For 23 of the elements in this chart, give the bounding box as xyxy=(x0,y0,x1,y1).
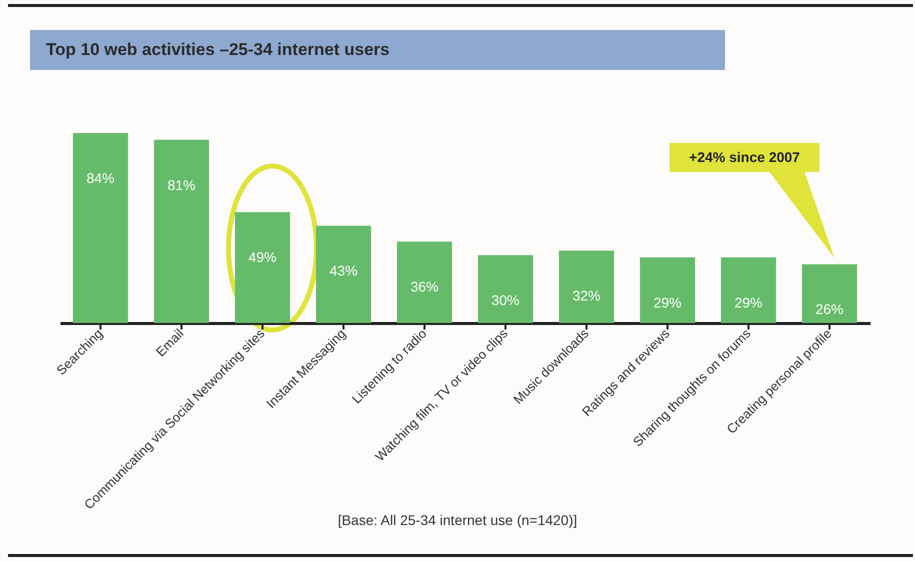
data-label: 26% xyxy=(815,301,844,318)
bar xyxy=(558,250,614,323)
data-label: 29% xyxy=(734,294,763,310)
bar xyxy=(720,257,776,323)
bar xyxy=(154,140,210,323)
data-label: 43% xyxy=(329,262,358,279)
text: [Base: All 25-34 internet use (n=1420)] xyxy=(336,512,578,528)
bar xyxy=(802,264,858,323)
data-label: 30% xyxy=(491,292,520,308)
data-label: 49% xyxy=(248,249,277,266)
bar xyxy=(72,133,128,323)
bar xyxy=(396,242,452,323)
chart-title: Top 10 web activities –25-34 internet users xyxy=(30,30,725,70)
bar xyxy=(478,255,534,323)
bar xyxy=(234,212,290,323)
data-label: 81% xyxy=(167,176,196,193)
data-label: 36% xyxy=(410,278,439,295)
bar xyxy=(316,226,372,323)
bar xyxy=(640,257,696,323)
data-label: 29% xyxy=(653,294,682,310)
annotation: +24% since 2007 xyxy=(689,149,800,165)
data-label: 32% xyxy=(572,288,601,304)
data-label: 84% xyxy=(86,170,115,186)
